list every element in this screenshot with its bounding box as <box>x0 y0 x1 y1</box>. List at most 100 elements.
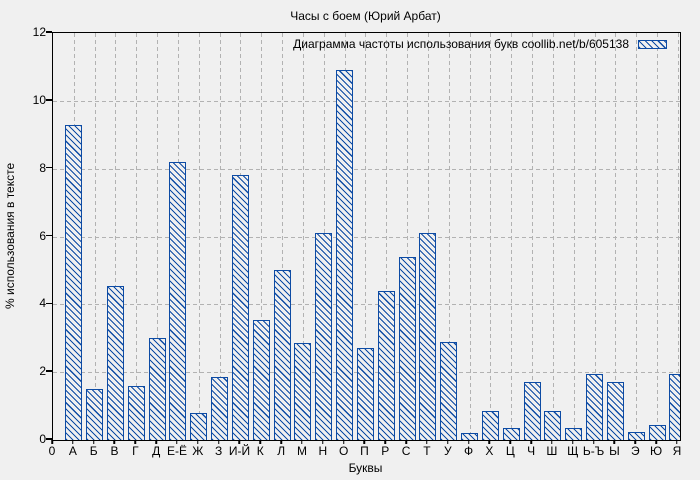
gridline-vertical <box>365 33 367 440</box>
plot-area: Диаграмма частоты использования букв coo… <box>52 32 681 441</box>
x-tick-label: Л <box>277 444 286 458</box>
x-tick <box>655 440 657 444</box>
y-tick <box>46 99 52 101</box>
x-tick-label: Ф <box>464 444 474 458</box>
bar-Ы <box>606 382 624 440</box>
bar-П <box>356 348 374 440</box>
x-tick-label: Ы <box>609 444 620 458</box>
x-tick <box>217 440 220 444</box>
x-tick <box>363 440 366 444</box>
gridline-vertical <box>532 33 534 440</box>
x-tick <box>551 440 553 444</box>
bar-Г <box>127 385 145 440</box>
x-tick-label: А <box>68 444 77 458</box>
x-tick <box>530 440 532 444</box>
gridline-vertical <box>407 33 409 440</box>
x-tick-label: Т <box>423 444 431 458</box>
y-tick <box>46 234 52 237</box>
gridline-vertical <box>198 33 200 440</box>
bar-Х <box>481 411 499 440</box>
x-tick <box>259 440 262 444</box>
x-tick <box>509 440 512 444</box>
gridline-vertical <box>677 33 679 440</box>
x-tick-label: Ю <box>650 444 663 458</box>
x-tick-label: Ч <box>527 444 536 458</box>
chart-title: Часы с боем (Юрий Арбат) <box>290 9 441 23</box>
bar-З <box>211 377 229 440</box>
bar-С <box>398 256 416 440</box>
x-tick-label: Е-Ё <box>166 444 187 458</box>
gridline-vertical <box>94 33 96 440</box>
bars-layer <box>53 33 680 440</box>
x-tick <box>467 440 470 444</box>
y-tick <box>46 31 52 33</box>
x-origin-label: 0 <box>48 444 56 458</box>
x-tick-label: Р <box>381 444 390 458</box>
x-tick <box>634 440 636 444</box>
gridline-vertical <box>636 33 638 440</box>
x-tick-label: У <box>443 444 452 458</box>
gridline-vertical <box>490 33 492 440</box>
bar-Ж <box>190 412 208 440</box>
x-tick-label: Ц <box>505 444 515 458</box>
x-tick <box>447 440 449 444</box>
x-tick <box>72 440 74 444</box>
x-tick <box>405 440 407 444</box>
y-tick <box>46 438 52 440</box>
x-tick-label: В <box>110 444 119 458</box>
bar-Л <box>273 270 291 440</box>
x-tick <box>676 440 678 444</box>
x-tick <box>572 440 574 444</box>
x-tick <box>238 440 241 444</box>
y-tick <box>46 166 52 169</box>
y-tick-label: 6 <box>39 228 46 243</box>
x-tick <box>176 440 178 444</box>
gridline-vertical <box>386 33 388 440</box>
x-tick-label: И-Й <box>228 444 251 458</box>
bar-Б <box>86 389 104 440</box>
bar-А <box>65 124 83 440</box>
x-tick <box>384 440 387 444</box>
x-tick <box>113 440 116 444</box>
gridline-vertical <box>615 33 617 440</box>
gridline-horizontal <box>53 304 680 306</box>
bar-Я <box>669 373 680 440</box>
x-tick <box>155 440 157 444</box>
gridline-vertical <box>219 33 221 440</box>
bar-Ц <box>502 428 520 440</box>
x-tick-label: Н <box>318 444 328 458</box>
x-tick <box>613 440 616 444</box>
y-tick-label: 4 <box>39 296 46 311</box>
y-tick <box>46 370 52 372</box>
x-tick-label: Б <box>89 444 98 458</box>
x-tick-label: Ь-Ъ <box>582 444 605 458</box>
y-tick <box>46 302 52 305</box>
gridline-horizontal <box>53 236 680 238</box>
x-tick <box>92 440 95 444</box>
x-tick-label: Х <box>485 444 494 458</box>
bar-Н <box>315 233 333 440</box>
bar-Е-Ё <box>169 161 187 440</box>
x-tick <box>488 440 491 444</box>
legend-label: Диаграмма частоты использования букв coo… <box>293 37 629 51</box>
x-tick <box>342 440 345 444</box>
x-tick-label: К <box>256 444 264 458</box>
gridline-vertical <box>302 33 304 440</box>
x-tick-label: Д <box>152 444 161 458</box>
x-origin-tick <box>51 440 53 444</box>
x-tick-label: Ж <box>192 444 204 458</box>
bar-Ь-Ъ <box>586 373 604 440</box>
bar-У <box>440 341 458 440</box>
gridline-vertical <box>552 33 554 440</box>
gridline-horizontal <box>53 168 680 170</box>
bar-Э <box>627 431 645 440</box>
y-tick-label: 10 <box>32 92 46 107</box>
gridline-vertical <box>157 33 159 440</box>
x-tick <box>426 440 428 444</box>
x-tick-label: Я <box>672 444 682 458</box>
x-tick-label: П <box>360 444 369 458</box>
bar-В <box>106 285 124 440</box>
legend: Диаграмма частоты использования букв coo… <box>293 37 667 51</box>
x-tick <box>592 440 595 444</box>
